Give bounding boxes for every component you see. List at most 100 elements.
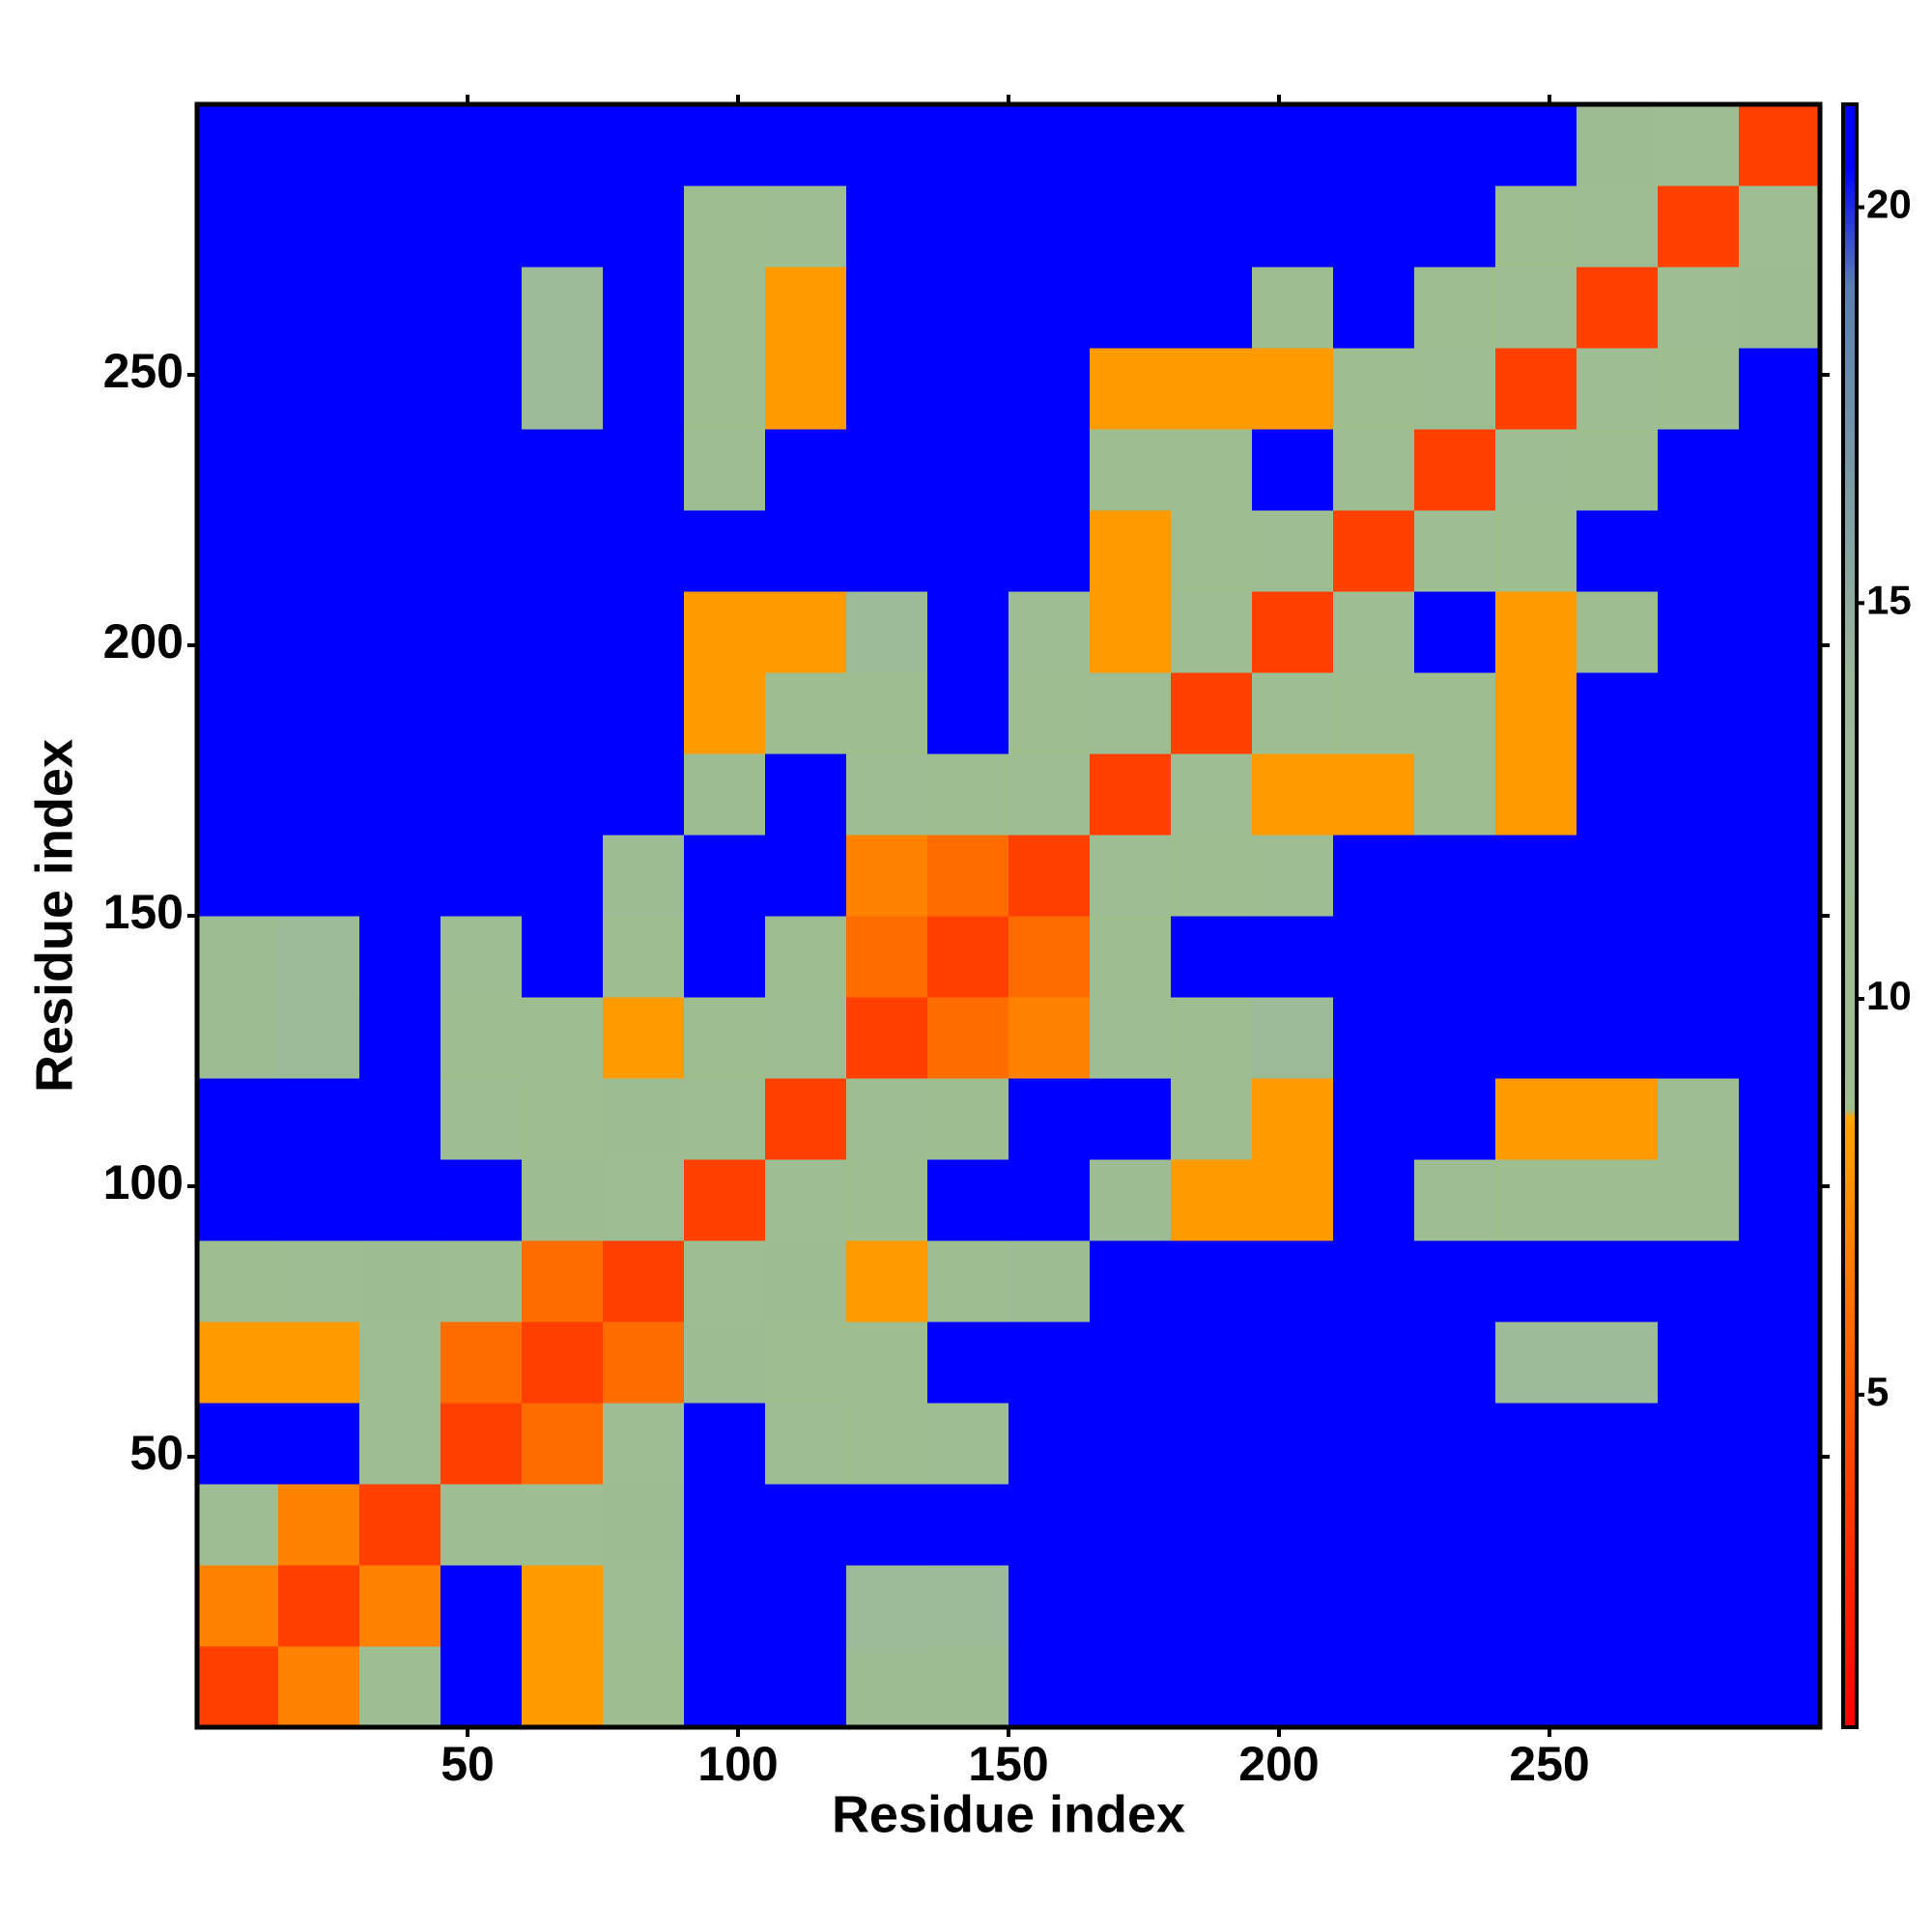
heatmap-cell: [603, 672, 685, 754]
heatmap-cell: [1090, 1321, 1172, 1404]
heatmap-cell: [765, 672, 847, 754]
heatmap-cell: [1009, 104, 1091, 186]
heatmap-cell: [1658, 1646, 1740, 1728]
heatmap-cell: [1739, 510, 1821, 592]
heatmap-cell: [278, 1403, 360, 1485]
heatmap-cell: [1333, 510, 1415, 592]
heatmap-cell: [359, 672, 441, 754]
heatmap-cell: [927, 591, 1009, 673]
heatmap-cell: [197, 1403, 279, 1485]
heatmap-cell: [1009, 1240, 1091, 1322]
heatmap-cell: [1171, 1646, 1253, 1728]
heatmap-cell: [1739, 672, 1821, 754]
heatmap-cell: [603, 1646, 685, 1728]
heatmap-cell: [846, 753, 928, 836]
heatmap-cell: [1009, 1321, 1091, 1404]
heatmap-cell: [1739, 1646, 1821, 1728]
heatmap-cell: [1739, 267, 1821, 349]
heatmap-cell: [1333, 1159, 1415, 1241]
heatmap-cell: [1090, 185, 1172, 268]
heatmap-cell: [1414, 429, 1496, 511]
heatmap-cell: [1333, 835, 1415, 917]
heatmap-cell: [1090, 672, 1172, 754]
heatmap-cell: [1252, 429, 1334, 511]
heatmap-cell: [278, 185, 360, 268]
heatmap-cell: [1009, 510, 1091, 592]
heatmap-cell: [359, 185, 441, 268]
heatmap-cell: [684, 1646, 766, 1728]
heatmap-cell: [927, 348, 1009, 430]
heatmap-cell: [1333, 1646, 1415, 1728]
heatmap-cell: [846, 916, 928, 998]
heatmap-cell: [522, 429, 604, 511]
heatmap-cell: [522, 1565, 604, 1647]
heatmap-cell: [359, 429, 441, 511]
heatmap-cell: [603, 753, 685, 836]
heatmap-cell: [278, 510, 360, 592]
heatmap-cell: [1414, 510, 1496, 592]
heatmap-cell: [197, 753, 279, 836]
heatmap-cell: [765, 997, 847, 1079]
heatmap-cell: [927, 1240, 1009, 1322]
heatmap-cell: [846, 1484, 928, 1566]
x-tick-label: 200: [1238, 1737, 1319, 1791]
heatmap-cell: [765, 1159, 847, 1241]
heatmap-cell: [603, 1321, 685, 1404]
heatmap-cell: [440, 591, 523, 673]
heatmap-cell: [1577, 916, 1659, 998]
heatmap-cell: [1090, 1403, 1172, 1485]
heatmap-cell: [359, 997, 441, 1079]
heatmap-cell: [1090, 997, 1172, 1079]
heatmap-cell: [1739, 916, 1821, 998]
heatmap-cell: [1009, 429, 1091, 511]
heatmap-cell: [1090, 591, 1172, 673]
heatmap-cell: [1333, 104, 1415, 186]
heatmap-cell: [1009, 753, 1091, 836]
heatmap-cell: [1090, 1078, 1172, 1160]
heatmap-cell: [1171, 104, 1253, 186]
heatmap-cell: [1333, 1565, 1415, 1647]
heatmap-cell: [846, 835, 928, 917]
heatmap-cell: [1414, 916, 1496, 998]
heatmap-cell: [1577, 1078, 1659, 1160]
heatmap-cell: [1658, 997, 1740, 1079]
heatmap-cell: [197, 267, 279, 349]
heatmap-cell: [1333, 1403, 1415, 1485]
heatmap-cell: [522, 348, 604, 430]
heatmap-cell: [1009, 267, 1091, 349]
heatmap-cell: [1739, 1240, 1821, 1322]
heatmap-cell: [1658, 1078, 1740, 1160]
heatmap-cell: [927, 1321, 1009, 1404]
heatmap-cell: [1009, 591, 1091, 673]
heatmap-cell: [359, 591, 441, 673]
heatmap-cell: [440, 997, 523, 1079]
heatmap-cell: [1009, 672, 1091, 754]
heatmap-cell: [440, 185, 523, 268]
heatmap-cell: [278, 916, 360, 998]
heatmap-cell: [1171, 1403, 1253, 1485]
heatmap-cell: [522, 185, 604, 268]
heatmap-cell: [522, 267, 604, 349]
heatmap-cell: [684, 1403, 766, 1485]
heatmap-cell: [1658, 429, 1740, 511]
heatmap-cell: [1739, 429, 1821, 511]
y-tick-label: 150: [103, 885, 184, 939]
heatmap-cell: [1090, 267, 1172, 349]
heatmap-cell: [603, 1240, 685, 1322]
heatmap-cell: [1739, 104, 1821, 186]
heatmap-cell: [1090, 510, 1172, 592]
heatmap-cell: [846, 672, 928, 754]
heatmap-cell: [765, 753, 847, 836]
heatmap-cell: [1252, 1321, 1334, 1404]
heatmap-cell: [927, 835, 1009, 917]
heatmap-cell: [684, 267, 766, 349]
heatmap-cell: [1252, 1646, 1334, 1728]
heatmap-cell: [603, 510, 685, 592]
heatmap-cell: [1009, 835, 1091, 917]
heatmap-cell: [927, 997, 1009, 1079]
heatmap-cell: [1577, 1321, 1659, 1404]
heatmap-cell: [1739, 1321, 1821, 1404]
heatmap-cell: [1090, 1646, 1172, 1728]
heatmap-cell: [765, 510, 847, 592]
heatmap-cell: [1252, 1240, 1334, 1322]
